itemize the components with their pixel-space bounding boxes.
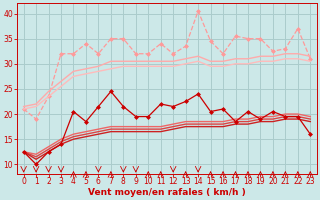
X-axis label: Vent moyen/en rafales ( km/h ): Vent moyen/en rafales ( km/h ) [88,188,246,197]
